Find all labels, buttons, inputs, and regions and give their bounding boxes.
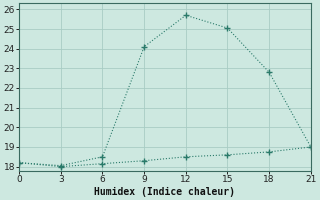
X-axis label: Humidex (Indice chaleur): Humidex (Indice chaleur) bbox=[94, 186, 236, 197]
